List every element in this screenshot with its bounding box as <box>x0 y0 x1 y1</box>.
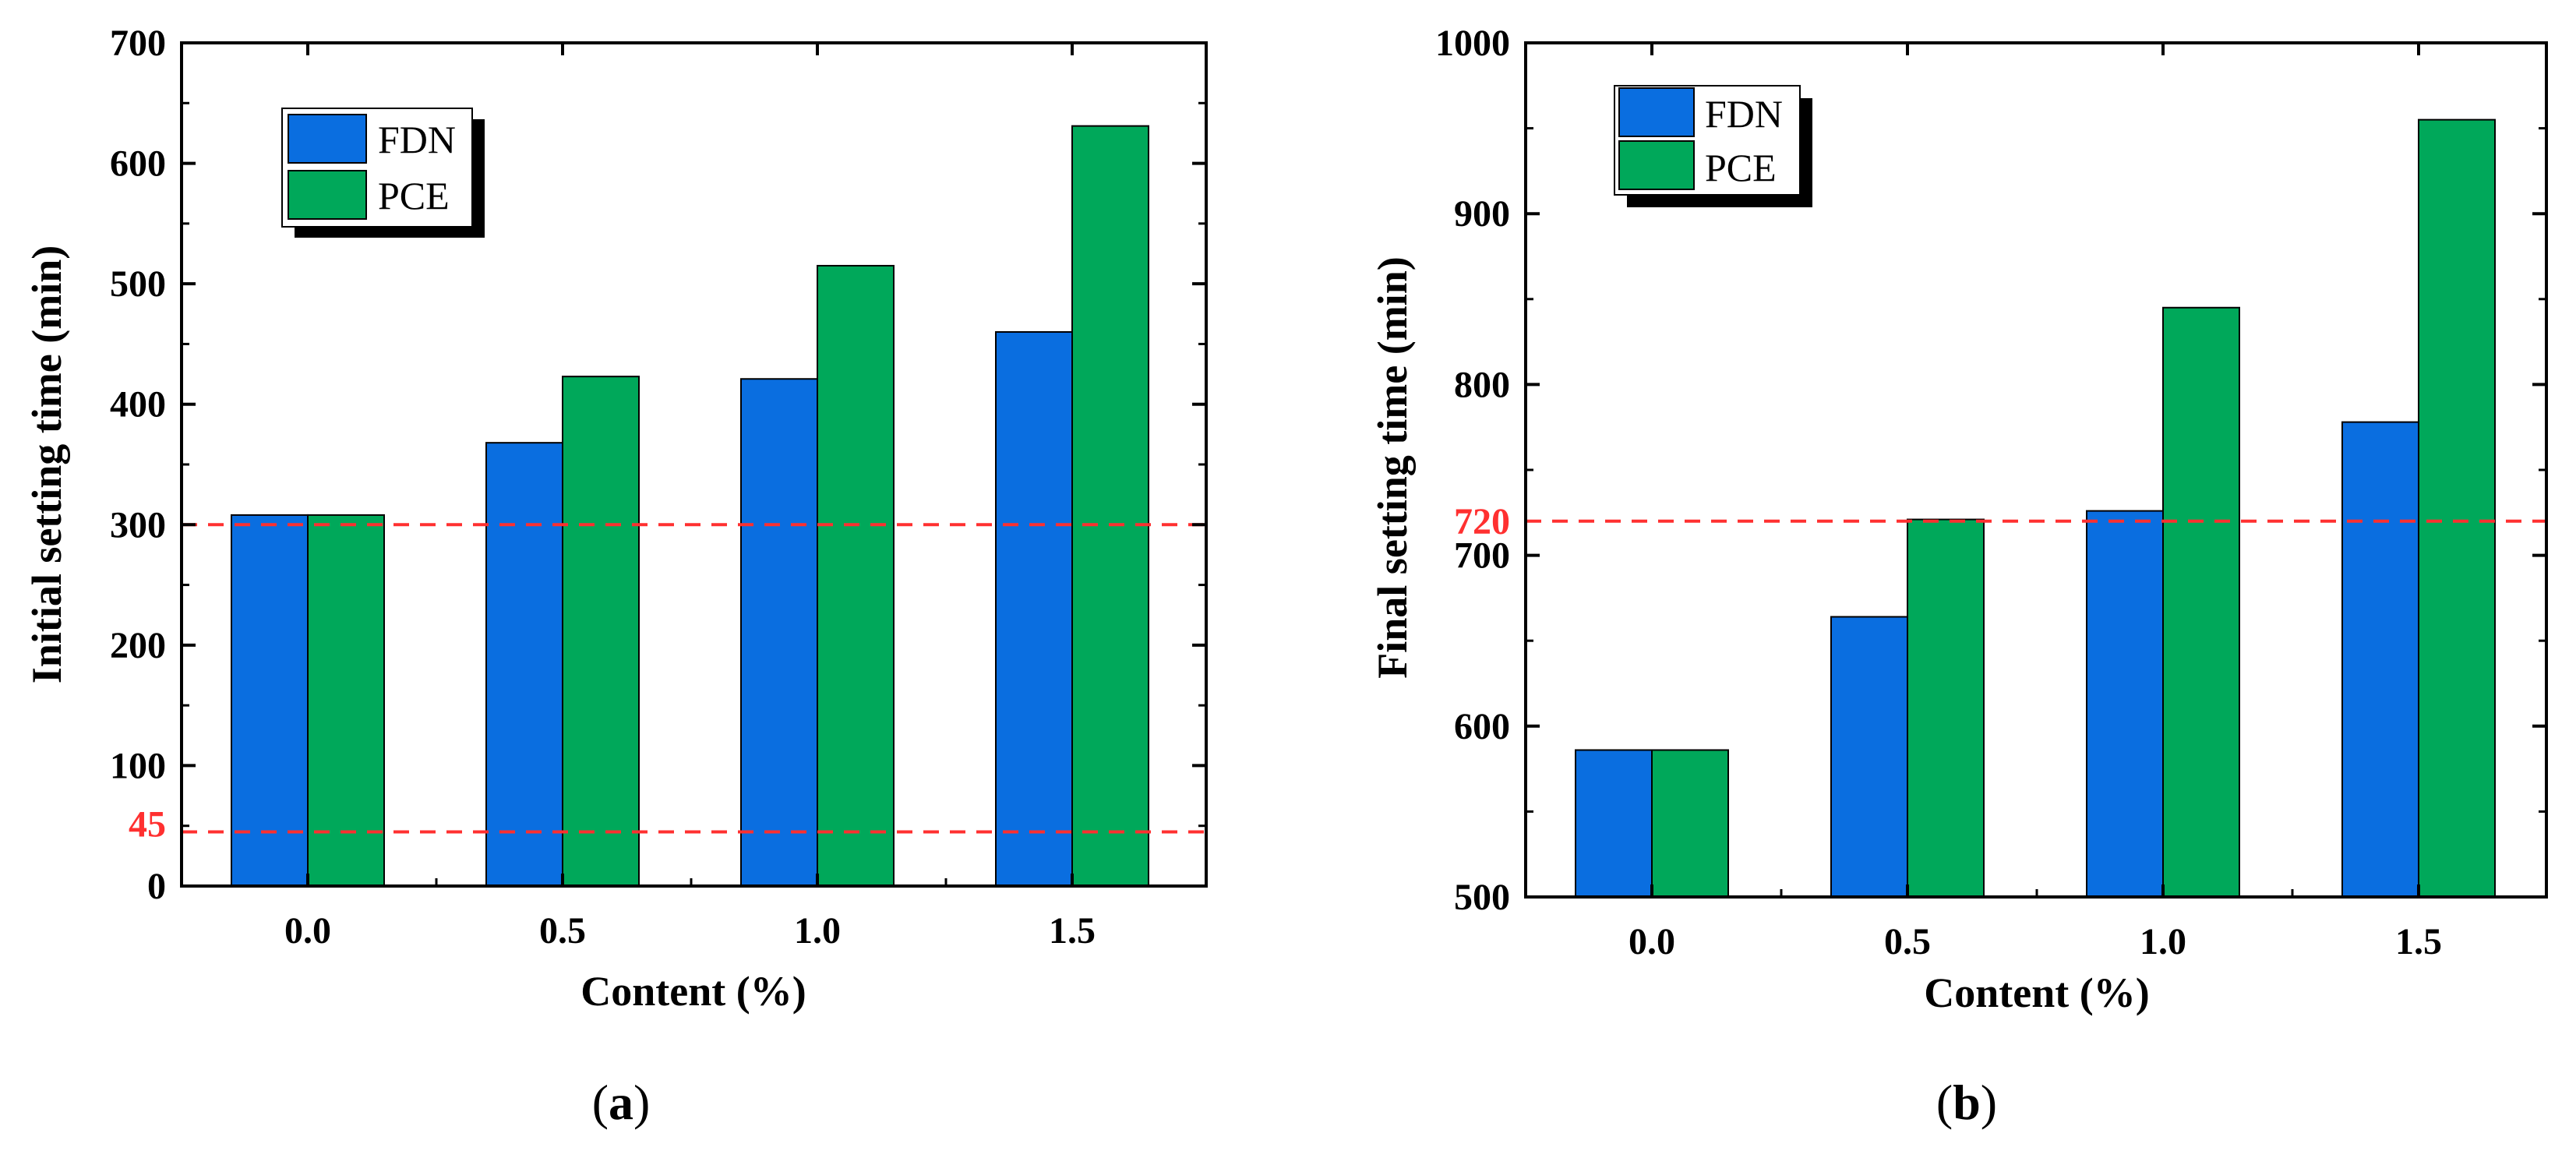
y-axis-ticks: 500 600 700 800 900 1000 <box>1435 23 2546 918</box>
reference-line-label: 45 <box>129 803 166 845</box>
reference-line-label: 720 <box>1454 501 1510 542</box>
bar-fdn-0.0 <box>1575 749 1653 898</box>
bar-pce-1.0 <box>817 264 895 887</box>
bar-fdn-0.5 <box>1830 616 1908 899</box>
y-tick-label: 400 <box>110 384 166 425</box>
y-tick-label: 0 <box>147 866 166 907</box>
bar-pce-0.0 <box>1651 749 1729 898</box>
bar-fdn-0.5 <box>485 442 563 887</box>
x-tick-label: 0.5 <box>1884 921 1931 962</box>
bar-pce-1.0 <box>2162 306 2240 898</box>
y-tick-label: 700 <box>1454 535 1510 577</box>
y-axis-ticks: 0 100 200 300 400 500 600 700 <box>110 23 1206 907</box>
x-tick-label: 0.0 <box>1629 921 1675 962</box>
bar-pce-0.5 <box>1907 518 1985 898</box>
y-tick-label: 100 <box>110 745 166 786</box>
panel-label-letter: a <box>609 1075 633 1130</box>
panel-label-open: ( <box>592 1075 609 1130</box>
chart-panel-b: 500 600 700 800 900 1000 0.0 0.5 1.0 1.5 720 Con… <box>1369 23 2548 1130</box>
x-tick-label: 1.5 <box>1049 910 1096 952</box>
x-tick-label: 1.0 <box>2140 921 2186 962</box>
y-tick-label: 700 <box>110 23 166 64</box>
legend-swatch-fdn <box>288 114 367 164</box>
y-tick-label: 1000 <box>1435 23 1510 64</box>
bar-fdn-1.5 <box>2341 421 2419 898</box>
bar-fdn-1.0 <box>2086 510 2164 898</box>
panel-label-b: (b) <box>1936 1075 1997 1130</box>
panel-label-close: ) <box>1981 1075 1997 1130</box>
bar-pce-1.5 <box>1071 125 1149 887</box>
y-tick-label: 500 <box>1454 877 1510 918</box>
legend-label-fdn: FDN <box>1705 92 1783 136</box>
panel-label-close: ) <box>633 1075 650 1130</box>
x-tick-label: 0.0 <box>284 910 331 952</box>
x-axis-title: Content (%) <box>580 968 806 1015</box>
y-tick-label: 200 <box>110 625 166 666</box>
y-tick-label: 600 <box>110 143 166 185</box>
y-tick-label: 900 <box>1454 193 1510 235</box>
reference-line-labels: 720 <box>1454 501 1510 542</box>
bars-group <box>231 125 1149 888</box>
bar-pce-1.5 <box>2418 118 2496 898</box>
panel-label-letter: b <box>1953 1075 1981 1130</box>
x-axis-ticks: 0.0 0.5 1.0 1.5 <box>284 43 1096 952</box>
legend-label-pce: PCE <box>378 174 450 217</box>
chart-panel-a: 0 100 200 300 400 500 600 700 0.0 0.5 1.0 1.5 45 C… <box>23 23 1208 1130</box>
y-axis-title: Initial setting time (min) <box>23 245 70 683</box>
y-tick-label: 500 <box>110 263 166 305</box>
legend-label-fdn: FDN <box>378 118 456 161</box>
bar-fdn-0.0 <box>231 514 309 887</box>
bar-pce-0.0 <box>307 514 385 887</box>
legend-swatch-pce <box>1618 140 1695 190</box>
legend: FDN PCE <box>1614 85 1812 207</box>
bars-group <box>1575 118 2496 899</box>
x-tick-label: 0.5 <box>539 910 586 952</box>
reference-line-labels: 45 <box>129 803 166 845</box>
y-tick-label: 600 <box>1454 706 1510 747</box>
y-tick-label: 300 <box>110 504 166 545</box>
reference-lines-group <box>182 523 1206 834</box>
x-tick-label: 1.0 <box>794 910 841 952</box>
legend: FDN PCE <box>281 108 485 238</box>
bar-pce-0.5 <box>562 376 640 888</box>
legend-swatch-fdn <box>1618 87 1695 137</box>
legend-label-pce: PCE <box>1705 146 1777 189</box>
panel-label-a: (a) <box>592 1075 651 1130</box>
panel-label-open: ( <box>1936 1075 1953 1130</box>
y-axis-title: Final setting time (min) <box>1369 256 1416 678</box>
bar-fdn-1.0 <box>740 378 818 887</box>
bar-fdn-1.5 <box>995 330 1073 887</box>
x-axis-title: Content (%) <box>1924 969 2149 1016</box>
x-axis-ticks: 0.0 0.5 1.0 1.5 <box>1629 43 2442 962</box>
y-tick-label: 800 <box>1454 364 1510 405</box>
legend-swatch-pce <box>288 170 367 220</box>
x-tick-label: 1.5 <box>2395 921 2442 962</box>
